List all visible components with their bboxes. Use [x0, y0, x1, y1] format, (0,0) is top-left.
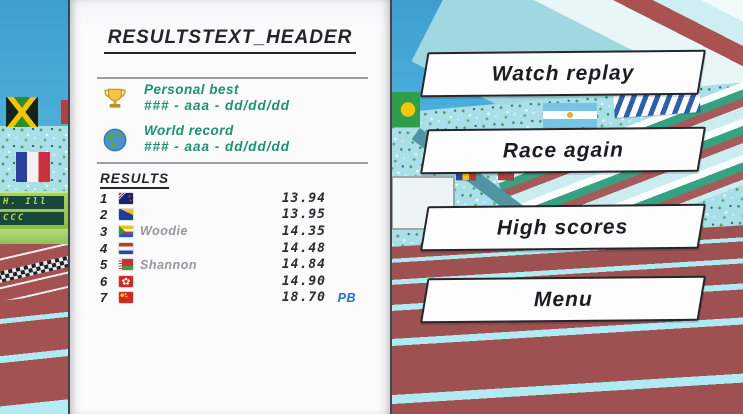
world-record-value: ### - aaa - dd/dd/dd — [144, 139, 291, 154]
table-row: 7 18.70 PB — [100, 290, 356, 307]
results-table: 1 13.94 2 13.95 3 Woodie 14.35 — [100, 190, 356, 306]
rank: 7 — [100, 290, 108, 306]
rank: 4 — [100, 240, 108, 256]
page-title-text: RESULTSTEXT_HEADER — [103, 27, 357, 54]
finish-time: 14.90 — [281, 273, 326, 289]
red-flag-icon — [61, 100, 70, 124]
results-section-label: RESULTS — [100, 170, 170, 189]
table-row: 1 13.94 — [100, 190, 356, 207]
rank: 1 — [100, 190, 108, 206]
divider — [97, 162, 368, 164]
page-title: RESULTSTEXT_HEADER — [70, 27, 390, 54]
romania-flag-icon — [456, 169, 476, 180]
finish-time: 18.70 — [281, 290, 326, 306]
race-again-button[interactable]: Race again — [420, 126, 706, 175]
personal-best-record: Personal best ### - aaa - dd/dd/dd — [102, 82, 370, 120]
finish-time: 13.95 — [281, 207, 326, 223]
scoreboard-line: H. Ill — [0, 196, 64, 209]
finish-time: 13.94 — [281, 190, 326, 206]
personal-best-value: ### - aaa - dd/dd/dd — [144, 98, 291, 113]
table-row: 2 13.95 — [100, 207, 356, 224]
table-row: 3 Woodie 14.35 — [100, 223, 356, 240]
finish-time: 14.84 — [281, 257, 326, 273]
france-flag-icon — [16, 152, 50, 182]
argentina-flag-icon — [543, 103, 597, 127]
rank: 6 — [100, 273, 108, 289]
results-panel: RESULTSTEXT_HEADER Personal best ### - a… — [68, 0, 392, 414]
menu-label: Menu — [533, 287, 593, 311]
rank: 3 — [100, 223, 108, 239]
grass — [0, 229, 70, 245]
rank: 2 — [100, 207, 108, 223]
finish-time: 14.48 — [281, 240, 326, 256]
world-record: World record ### - aaa - dd/dd/dd — [102, 123, 370, 161]
finish-time: 14.35 — [281, 223, 326, 239]
brazil-flag-icon — [390, 92, 420, 127]
lane-lines — [0, 288, 70, 414]
country-flag-icon — [119, 225, 133, 237]
table-row: 6 14.90 — [100, 273, 356, 290]
trophy-icon — [104, 88, 126, 108]
jamaica-flag-icon — [6, 97, 38, 127]
rank: 5 — [100, 257, 108, 273]
scoreboard-line: CCC — [0, 212, 64, 225]
country-flag-icon — [119, 292, 133, 304]
left-background-strip: H. Ill CCC — [0, 0, 70, 414]
race-again-label: Race again — [502, 137, 624, 163]
world-record-label: World record — [144, 123, 234, 138]
table-row: 4 14.48 — [100, 240, 356, 257]
runner-name: Woodie — [140, 224, 188, 239]
personal-best-label: Personal best — [144, 82, 240, 97]
high-scores-button[interactable]: High scores — [420, 203, 706, 252]
country-flag-icon — [119, 259, 133, 271]
watch-replay-button[interactable]: Watch replay — [420, 49, 706, 98]
running-track — [0, 244, 70, 414]
high-scores-label: High scores — [497, 214, 629, 240]
runner-name: Shannon — [140, 257, 197, 272]
divider — [97, 77, 368, 79]
table-row: 5 Shannon 14.84 — [100, 256, 356, 273]
watch-replay-label: Watch replay — [491, 60, 635, 86]
red-flag-icon — [498, 169, 514, 180]
country-flag-icon — [119, 192, 133, 204]
stadium-scoreboard: H. Ill CCC — [0, 191, 68, 235]
pb-badge: PB — [337, 290, 356, 305]
country-flag-icon — [119, 275, 133, 287]
globe-icon — [103, 128, 127, 152]
country-flag-icon — [119, 242, 133, 254]
country-flag-icon — [119, 209, 133, 221]
menu-button[interactable]: Menu — [420, 275, 706, 324]
